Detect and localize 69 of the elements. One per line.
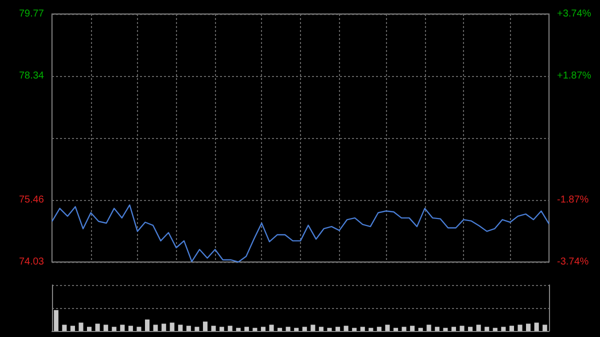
bar: [310, 324, 316, 331]
y-tick-label: 79.77: [18, 8, 44, 20]
bar: [318, 326, 324, 331]
bar: [211, 326, 216, 331]
bar: [86, 326, 92, 331]
y2-tick-label: +1.87%: [557, 70, 592, 82]
bar: [112, 326, 116, 331]
bar: [194, 326, 200, 331]
bar: [162, 324, 166, 331]
bar: [476, 324, 481, 331]
bar: [534, 322, 539, 331]
bar: [294, 328, 299, 331]
bar: [443, 328, 448, 331]
bar: [327, 328, 332, 331]
bar: [542, 324, 548, 331]
bar: [220, 326, 224, 331]
bar: [252, 328, 258, 331]
bar: [136, 326, 142, 331]
y-tick-label: 75.46: [18, 194, 44, 206]
bar: [286, 326, 290, 331]
bar: [344, 326, 348, 331]
bar: [178, 324, 183, 331]
bar: [352, 328, 357, 331]
bar: [360, 326, 365, 331]
bar: [78, 322, 84, 331]
bar: [518, 324, 522, 331]
bar: [418, 328, 423, 331]
bar: [228, 326, 232, 331]
bar: [410, 326, 415, 331]
bar: [402, 326, 406, 331]
bar: [426, 324, 432, 331]
bar: [526, 324, 531, 331]
bar: [62, 324, 67, 331]
line-series: [51, 204, 550, 263]
bar: [120, 324, 125, 331]
bar: [451, 326, 456, 331]
y2-tick-label: -1.87%: [557, 194, 589, 206]
bar: [144, 320, 150, 331]
y-tick-label: 74.03: [18, 256, 44, 268]
bar: [186, 326, 191, 331]
bar: [335, 326, 340, 331]
bar: [95, 324, 100, 331]
bar: [509, 326, 514, 331]
bar: [368, 328, 374, 331]
bar: [260, 326, 266, 331]
bar: [104, 324, 108, 331]
bar: [153, 324, 158, 331]
bar: [484, 326, 490, 331]
bar: [244, 326, 249, 331]
bar: [460, 326, 464, 331]
bar: [236, 328, 241, 331]
bar: [492, 328, 498, 331]
bar: [434, 326, 440, 331]
bar: [54, 310, 58, 331]
y2-tick-label: -3.74%: [557, 256, 589, 268]
bar: [501, 326, 506, 331]
bar: [202, 322, 208, 331]
bar: [302, 326, 307, 331]
bar: [393, 328, 398, 331]
y-tick-label: 78.34: [18, 70, 44, 82]
bar: [269, 324, 274, 331]
bar: [468, 326, 473, 331]
y2-tick-label: +3.74%: [557, 8, 592, 20]
bar: [376, 326, 382, 331]
bar: [170, 322, 174, 331]
bar: [70, 326, 75, 331]
bar: [385, 324, 390, 331]
bar: [128, 326, 133, 331]
bar: [278, 328, 282, 331]
